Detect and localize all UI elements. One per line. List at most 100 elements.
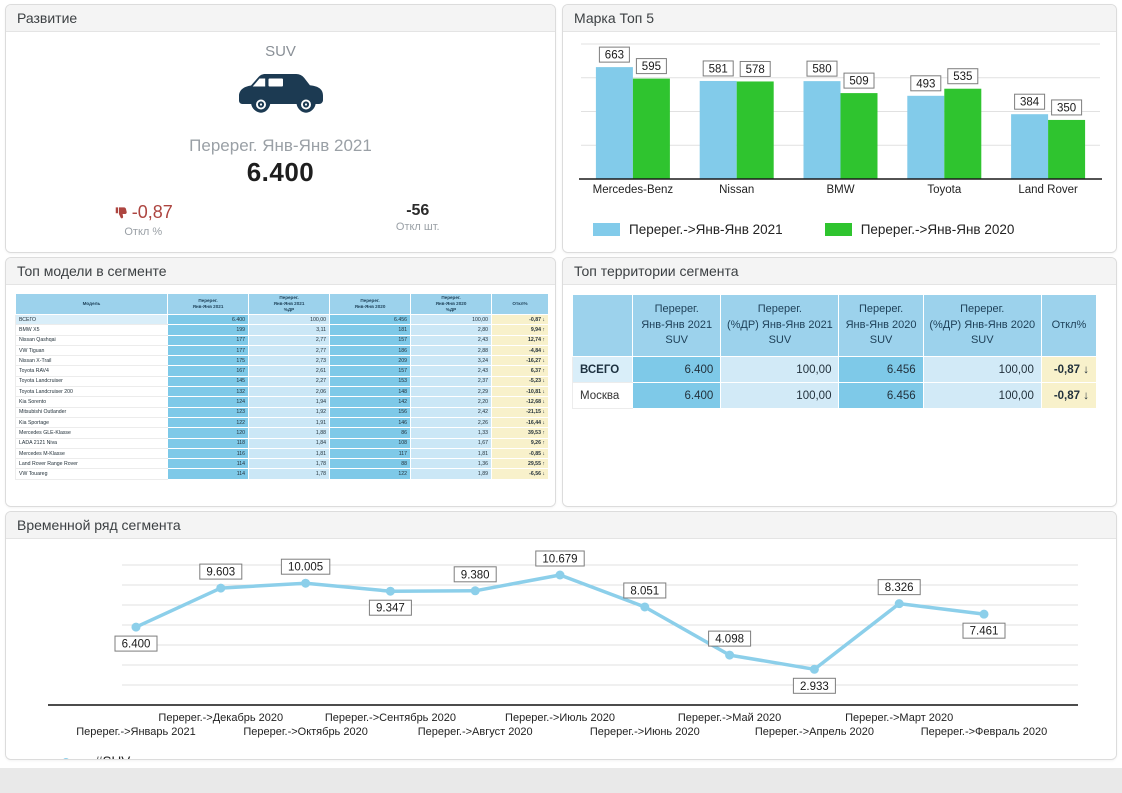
suv-car-icon <box>6 68 555 120</box>
page-bottom-strip <box>0 768 1122 793</box>
column-header[interactable]: Откл% <box>491 293 549 315</box>
table-cell: 6.400 <box>632 382 722 409</box>
legend-label: Перерег.->Янв-Янв 2021 <box>629 222 783 237</box>
data-point-5[interactable] <box>555 570 565 580</box>
data-point-6[interactable] <box>640 602 650 612</box>
value-label: 6.400 <box>122 639 151 651</box>
table-cell: 186 <box>329 344 411 357</box>
panel-top-models-title: Топ модели в сегменте <box>6 258 555 285</box>
table-cell: 100,00 <box>922 382 1042 409</box>
table-cell: 6.400 <box>167 313 249 326</box>
legend-item[interactable]: Перерег.->Янв-Янв 2020 <box>824 222 1015 237</box>
table-row[interactable]: Mercedes GLE-Klasse 120 1,88 86 1,33 39,53 ↑ <box>15 427 549 439</box>
legend-item[interactable]: Перерег.->Янв-Янв 2021 <box>593 222 783 237</box>
value-label: 10.679 <box>542 553 577 565</box>
bar-2021-Toyota[interactable] <box>907 95 945 179</box>
table-cell: 100,00 <box>720 356 840 383</box>
table-cell: 100,00 <box>922 356 1042 383</box>
column-header[interactable]: Перерег. (%ДР) Янв-Янв 2020 SUV <box>922 294 1042 357</box>
table-cell: 1,84 <box>248 437 330 449</box>
table-cell: Kia Sportage <box>15 416 168 429</box>
column-header[interactable]: Откл% <box>1040 294 1098 357</box>
data-point-9[interactable] <box>894 599 904 609</box>
column-header[interactable]: Модель <box>15 293 168 315</box>
table-row[interactable]: Kia Sorento 124 1,94 142 2,20 -12,68 ↓ <box>15 396 549 408</box>
bar-2021-BMW[interactable] <box>803 81 841 179</box>
bar-2020-BMW[interactable] <box>840 93 878 179</box>
table-cell: 120 <box>167 427 249 439</box>
deviation-cell: 29,55 ↑ <box>491 458 549 470</box>
column-header[interactable]: Перерег. Янв-Янв 2021 <box>167 293 249 315</box>
table-cell: 2,80 <box>410 324 492 336</box>
table-cell: 2,77 <box>248 334 330 346</box>
column-header[interactable]: Перерег. Янв-Янв 2020 %ДР <box>410 293 492 315</box>
table-cell: 177 <box>167 344 249 357</box>
deviation-cell: -21,15 ↓ <box>491 406 549 418</box>
table-row[interactable]: Nissan X-Trail 175 2,73 209 3,24 -16,27 ↓ <box>15 355 549 367</box>
column-header[interactable]: Перерег. Янв-Янв 2020 <box>329 293 411 315</box>
time-series-legend[interactable]: #SUV <box>46 754 1116 759</box>
panel-top-territories-title: Топ территории сегмента <box>563 258 1116 285</box>
data-point-4[interactable] <box>470 586 480 596</box>
column-header[interactable]: Перерег. Янв-Янв 2020 SUV <box>838 294 924 357</box>
x-axis-label: Toyota <box>927 184 961 196</box>
bar-2021-Mercedes-Benz[interactable] <box>595 67 633 179</box>
table-row[interactable]: Mitsubishi Outlander 123 1,92 156 2,42 -21,15… <box>15 406 549 418</box>
bar-2021-Land Rover[interactable] <box>1011 114 1049 179</box>
value-label-box <box>910 75 942 92</box>
data-point-1[interactable] <box>216 583 226 593</box>
table-row[interactable]: Toyota RAV4 167 2,61 157 2,43 6,37 ↑ <box>15 365 549 377</box>
legend-label: Перерег.->Янв-Янв 2020 <box>860 222 1015 237</box>
bar-2021-Nissan[interactable] <box>699 80 737 179</box>
bar-2020-Toyota[interactable] <box>944 88 982 179</box>
x-axis-label: Перерег.->Май 2020 <box>678 712 781 724</box>
data-point-0[interactable] <box>131 622 141 632</box>
table-cell: 116 <box>167 447 249 460</box>
table-row[interactable]: Kia Sportage 122 1,91 146 2,26 -16,44 ↓ <box>15 416 549 429</box>
panel-brand-top5: Марка Топ 5 663 595 Mercedes-Benz 581 578 Nis… <box>562 4 1117 253</box>
bar-2020-Land Rover[interactable] <box>1048 119 1086 179</box>
table-cell: 100,00 <box>410 313 492 326</box>
table-row[interactable]: ВСЕГО 6.400 100,00 6.456 100,00 -0,87 ↓ <box>15 313 549 326</box>
table-cell: 1,78 <box>248 458 330 470</box>
table-row[interactable]: ВСЕГО 6.400 100,00 6.456 100,00 -0,87 ↓ <box>571 356 1098 383</box>
time-series-line <box>135 573 985 672</box>
table-cell: 2,88 <box>410 344 492 357</box>
value-label: 7.461 <box>970 626 999 638</box>
data-point-7[interactable] <box>725 650 735 660</box>
table-cell: 1,36 <box>410 458 492 470</box>
table-row[interactable]: LADA 2121 Niva 118 1,84 108 1,67 9,26 ↑ <box>15 437 549 449</box>
x-axis-label: Перерег.->Июнь 2020 <box>590 726 700 738</box>
data-point-2[interactable] <box>301 578 311 588</box>
bar-2020-Mercedes-Benz[interactable] <box>632 78 670 179</box>
table-row[interactable]: Toyota Landcruiser 145 2,27 153 2,37 -5,23 ↓ <box>15 375 549 388</box>
legend-swatch <box>593 223 620 236</box>
table-row[interactable]: Nissan Qashqai 177 2,77 157 2,43 12,74 ↑ <box>15 334 549 346</box>
column-header[interactable] <box>571 294 634 357</box>
table-row[interactable]: Mercedes M-Klasse 116 1,81 117 1,81 -0,85 ↓ <box>15 447 549 460</box>
column-header[interactable]: Перерег. Янв-Янв 2021 %ДР <box>248 293 330 315</box>
table-row[interactable]: Москва 6.400 100,00 6.456 100,00 -0,87 ↓ <box>571 382 1098 409</box>
value-label-box <box>1014 93 1046 110</box>
data-point-8[interactable] <box>809 664 819 674</box>
value-label-box <box>199 563 243 580</box>
table-cell: Land Rover Range Rover <box>15 458 168 470</box>
table-cell: 1,89 <box>410 468 492 480</box>
value-label: 4.098 <box>715 634 744 646</box>
column-header[interactable]: Перерег. (%ДР) Янв-Янв 2021 SUV <box>720 294 840 357</box>
table-row[interactable]: VW Touareg 114 1,78 122 1,89 -6,56 ↓ <box>15 468 549 480</box>
table-row[interactable]: BMW X5 199 3,11 181 2,80 9,94 ↑ <box>15 324 549 336</box>
bar-2020-Nissan[interactable] <box>736 81 774 179</box>
table-row[interactable]: Land Rover Range Rover 114 1,78 88 1,36 29,55… <box>15 458 549 470</box>
data-point-3[interactable] <box>385 586 395 596</box>
table-cell: 157 <box>329 334 411 346</box>
table-cell: 1,91 <box>248 416 330 429</box>
table-cell: 6.456 <box>838 382 924 409</box>
table-row[interactable]: VW Tiguan 177 2,77 186 2,88 -4,84 ↓ <box>15 344 549 357</box>
table-cell: 1,78 <box>248 468 330 480</box>
table-row[interactable]: Toyota Landcruiser 200 132 2,06 148 2,29 -10,… <box>15 386 549 398</box>
column-header[interactable]: Перерег. Янв-Янв 2021 SUV <box>632 294 722 357</box>
value-label-box <box>598 46 630 63</box>
data-point-10[interactable] <box>979 609 989 619</box>
